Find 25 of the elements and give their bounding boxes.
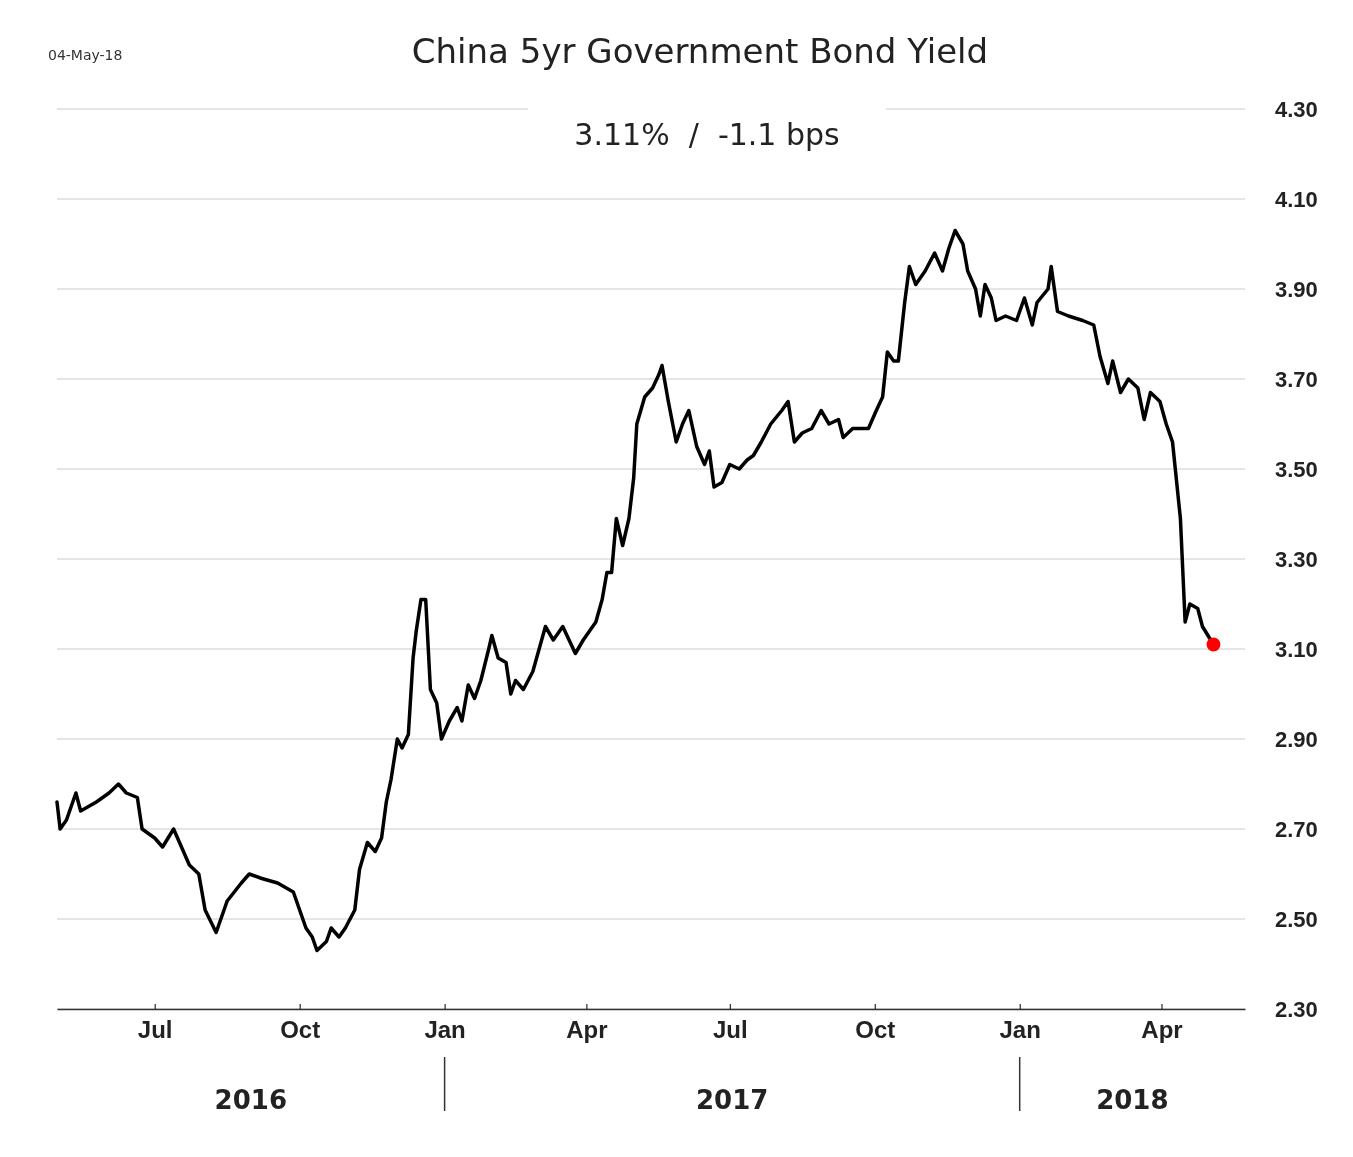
y-tick-label: 2.30 bbox=[1275, 996, 1318, 1022]
y-tick-label: 4.10 bbox=[1275, 186, 1318, 212]
x-tick-label: Jan bbox=[424, 1016, 466, 1044]
text: 2016 bbox=[214, 1085, 287, 1115]
y-tick-label: 3.30 bbox=[1275, 546, 1318, 572]
text: 2017 bbox=[695, 1085, 769, 1115]
x-tick-label: Jul bbox=[137, 1016, 173, 1044]
y-tick-label: 2.70 bbox=[1275, 816, 1318, 842]
x-tick-label: Apr bbox=[566, 1016, 608, 1044]
x-tick-label: Jul bbox=[712, 1016, 748, 1044]
text: 04-May-18 bbox=[48, 47, 123, 63]
x-tick-label: Oct bbox=[855, 1016, 896, 1044]
y-tick-label: 3.90 bbox=[1275, 276, 1318, 302]
y-tick-label: 3.70 bbox=[1275, 366, 1318, 392]
y-tick-label: 3.10 bbox=[1275, 636, 1318, 662]
x-tick-label: Jan bbox=[999, 1016, 1041, 1044]
y-tick-label: 2.50 bbox=[1275, 906, 1318, 932]
text: 2018 bbox=[1096, 1085, 1169, 1115]
x-tick-label: Oct bbox=[280, 1016, 321, 1044]
chart-title: China 5yr Government Bond Yield bbox=[411, 31, 989, 71]
chart-subtitle: 3.11% / -1.1 bps bbox=[574, 117, 840, 152]
y-tick-label: 2.90 bbox=[1275, 726, 1318, 752]
x-tick-label: Apr bbox=[1141, 1016, 1183, 1044]
y-tick-label: 3.50 bbox=[1275, 456, 1318, 482]
y-tick-label: 4.30 bbox=[1275, 96, 1318, 122]
